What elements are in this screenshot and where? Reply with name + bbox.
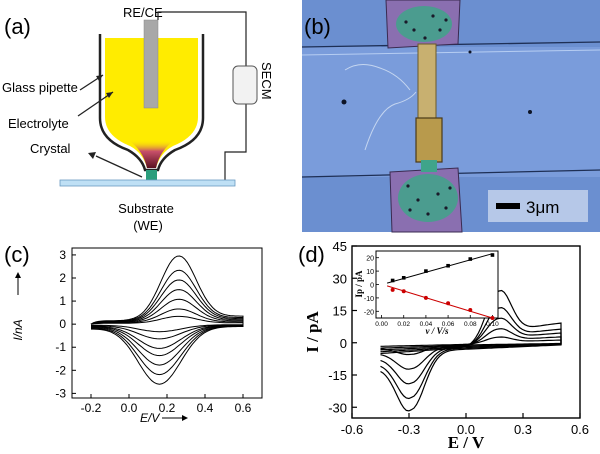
plot-d-ytick-label: -30 xyxy=(328,400,347,415)
inset-xtick-label: 0.02 xyxy=(397,321,410,328)
panel-b: 3μm (b) xyxy=(301,0,600,233)
inset-ylabel: Ip / pA xyxy=(354,270,364,298)
circuit-wire-top xyxy=(157,11,247,66)
plot-c-xticks: -0.2 0.0 0.2 0.4 0.6 xyxy=(81,394,252,415)
plot-c-ytick-label: -3 xyxy=(55,386,66,400)
plot-d-yticks: 45 30 15 0 -15 -30 xyxy=(328,239,357,415)
plot-c-xtick-label: 0.0 xyxy=(121,401,138,415)
plot-d-xticks: -0.6 -0.3 0.0 0.3 0.6 xyxy=(341,413,589,437)
inset-ytick-label: 10 xyxy=(366,269,374,276)
plot-d-xtick-label: 0.3 xyxy=(514,422,532,437)
panel-c-label: (c) xyxy=(4,242,30,267)
panel-d-label: (d) xyxy=(298,242,325,267)
plot-c-xlabel: E/V xyxy=(140,411,160,425)
inset-point-anodic xyxy=(468,257,473,261)
circuit-wire-bottom xyxy=(224,104,247,181)
we-label: (WE) xyxy=(133,218,163,233)
inset-xtick-label: 0.04 xyxy=(420,321,433,328)
scale-bar-label: 3μm xyxy=(526,198,559,217)
plot-d-xtick-label: -0.3 xyxy=(398,422,420,437)
plot-c-ytick-label: 3 xyxy=(59,248,66,262)
inset-ticks: 20 10 0 -10 -200.00 0.02 0.04 0.06 0.08 0.10 xyxy=(364,256,499,328)
plot-c-ytick-label: 1 xyxy=(59,294,66,308)
panel-a: (a) RE/CE SECM Glass pipette Electroly xyxy=(2,5,274,233)
panel-a-label: (a) xyxy=(4,14,31,39)
inset-marks xyxy=(386,253,495,320)
plot-d-xtick-label: 0.6 xyxy=(571,422,589,437)
inset-xtick-label: 0.00 xyxy=(375,321,388,328)
inset-ytick-label: 0 xyxy=(370,283,374,290)
crystal-arrow xyxy=(95,155,143,178)
plot-d-xtick-label: -0.6 xyxy=(341,422,363,437)
panel-d: (d) 45 30 15 0 -15 -30 -0.6 -0.3 0.0 0.3 0.6 I / … xyxy=(298,239,589,452)
plot-d-cv-curve xyxy=(380,336,562,356)
inset-xtick-label: 0.10 xyxy=(486,321,499,328)
plot-d-cv-curve xyxy=(380,317,562,385)
plot-c-xtick-label: 0.6 xyxy=(235,401,252,415)
pipette-tip-gradient xyxy=(128,140,175,168)
plot-d-curves xyxy=(380,289,562,412)
inset-ytick-label: -20 xyxy=(364,309,374,316)
plot-d-ylabel: I / pA xyxy=(303,310,322,352)
plot-d-ytick-label: -15 xyxy=(328,368,347,383)
plot-c-cv-curve xyxy=(90,315,244,333)
plot-d-ytick-label: 30 xyxy=(333,271,347,286)
plot-d-ytick-label: 15 xyxy=(333,304,347,319)
crystal xyxy=(146,170,157,180)
inset-xtick-label: 0.06 xyxy=(442,321,455,328)
inset-point-cathodic xyxy=(446,301,451,306)
inset-xlabel: v / V/s xyxy=(425,326,448,336)
inset-point-anodic xyxy=(446,263,450,268)
plot-c-ytick-label: 2 xyxy=(59,271,66,285)
plot-d-xlabel: E / V xyxy=(448,433,485,452)
plot-d-ytick-label: 45 xyxy=(333,239,347,254)
secm-box xyxy=(232,65,258,105)
inset-point-cathodic xyxy=(390,287,395,292)
secm-label: SECM xyxy=(259,62,274,100)
electrolyte-label: Electrolyte xyxy=(8,116,69,131)
plot-c-ytick-label: 0 xyxy=(59,317,66,331)
plot-c-ylabel: I/nA xyxy=(11,319,25,340)
substrate-bar xyxy=(59,179,236,187)
inset-frame xyxy=(375,250,499,319)
inset-ytick-label: 20 xyxy=(366,256,374,263)
scale-bar xyxy=(496,203,520,209)
inset-point-anodic xyxy=(390,278,395,283)
inset-point-anodic xyxy=(490,253,495,257)
inset-point-anodic xyxy=(401,276,406,280)
inset-point-anodic xyxy=(424,269,428,273)
plot-c-xtick-label: 0.4 xyxy=(197,401,214,415)
inset-point-cathodic xyxy=(423,295,428,300)
plot-c-ytick-label: -1 xyxy=(55,340,66,354)
plot-c-cv-curve xyxy=(90,298,244,349)
plot-c-xtick-label: 0.2 xyxy=(159,401,176,415)
inset-point-cathodic xyxy=(490,316,495,320)
crystal-label: Crystal xyxy=(30,141,71,156)
panel-c: (c) 3 2 1 0 -1 -2 -3 -0.2 0.0 0.2 0.4 0.6 I/nA E/V xyxy=(4,242,263,425)
inset-point-cathodic xyxy=(401,289,406,294)
plot-c-ytick-label: -2 xyxy=(55,363,66,377)
plot-c-yticks: 3 2 1 0 -1 -2 -3 xyxy=(55,248,76,400)
glass-pipette-label: Glass pipette xyxy=(2,80,78,95)
plot-d-xtick-label: 0.0 xyxy=(457,422,475,437)
nanowire-upper xyxy=(417,43,437,119)
inset-xtick-label: 0.08 xyxy=(464,321,477,328)
re-ce-electrode xyxy=(143,19,159,109)
inset-point-cathodic xyxy=(468,307,473,312)
plot-c-curves xyxy=(90,255,244,385)
inset-ytick-label: -10 xyxy=(364,296,374,303)
nanowire-lower xyxy=(415,117,443,163)
substrate-label: Substrate xyxy=(118,201,174,216)
panel-b-label: (b) xyxy=(304,14,331,39)
re-ce-label: RE/CE xyxy=(123,5,163,20)
plot-d-ytick-label: 0 xyxy=(340,336,347,351)
electrolyte-arrow xyxy=(77,91,114,117)
plot-c-xtick-label: -0.2 xyxy=(81,401,102,415)
